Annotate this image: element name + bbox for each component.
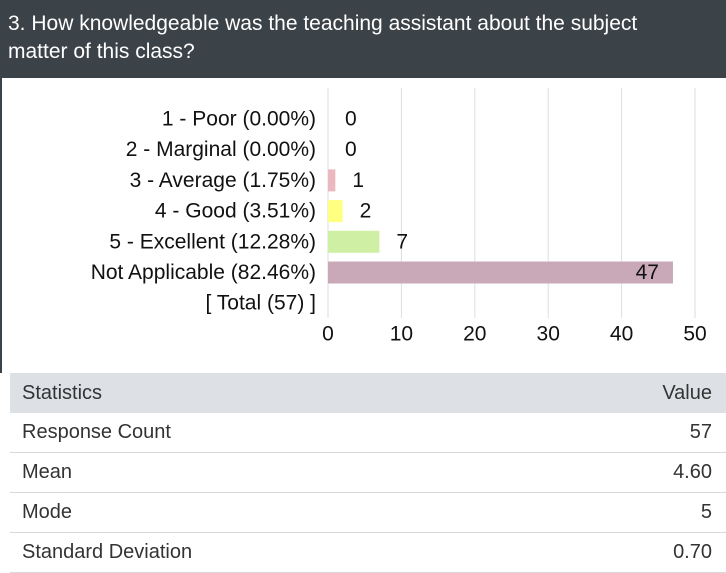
table-cell: 4.60 bbox=[673, 461, 712, 483]
column-header: Value bbox=[662, 382, 712, 404]
border bbox=[0, 78, 2, 373]
x-tick-label: 10 bbox=[390, 323, 413, 346]
value-label: 0 bbox=[345, 138, 357, 161]
value-label: 0 bbox=[345, 108, 357, 131]
question-header: 3. How knowledgeable was the teaching as… bbox=[0, 0, 726, 78]
x-tick-label: 50 bbox=[683, 323, 706, 346]
table-row: Response Count 57 bbox=[10, 413, 726, 453]
table-cell: Response Count bbox=[22, 421, 171, 443]
x-tick-label: 0 bbox=[322, 323, 334, 346]
table-cell: Standard Deviation bbox=[22, 541, 193, 563]
table-row: Mean 4.60 bbox=[10, 453, 726, 493]
category-label: 4 - Good (3.51%) bbox=[155, 200, 316, 223]
column-header: Statistics bbox=[22, 382, 103, 404]
value-label: 2 bbox=[360, 200, 372, 223]
x-tick-label: 40 bbox=[610, 323, 633, 346]
table-cell: 0.70 bbox=[673, 541, 712, 563]
table-row: Mode 5 bbox=[10, 493, 726, 533]
category-label: 1 - Poor (0.00%) bbox=[162, 108, 316, 131]
category-label: 5 - Excellent (12.28%) bbox=[109, 230, 316, 253]
table-cell: Mean bbox=[22, 461, 73, 483]
stats-table: Statistics Value Response Count 57 Mean 4.6… bbox=[10, 373, 726, 573]
category-label: Not Applicable (82.46%) bbox=[91, 261, 316, 284]
bar bbox=[328, 261, 673, 284]
category-label: 3 - Average (1.75%) bbox=[130, 169, 316, 192]
value-label: 1 bbox=[352, 169, 364, 192]
x-tick-label: 20 bbox=[463, 323, 486, 346]
table-header: Statistics Value bbox=[10, 373, 726, 413]
bar bbox=[328, 169, 336, 192]
bar bbox=[328, 230, 380, 253]
value-label: 47 bbox=[636, 261, 659, 284]
category-label: 2 - Marginal (0.00%) bbox=[126, 138, 316, 161]
table-cell: Mode bbox=[22, 501, 73, 523]
bar bbox=[328, 200, 343, 223]
x-tick-label: 30 bbox=[537, 323, 560, 346]
total-label: [ Total (57) ] bbox=[206, 292, 317, 315]
table-cell: 5 bbox=[700, 501, 712, 523]
table-cell: 57 bbox=[689, 421, 712, 443]
table-row: Standard Deviation 0.70 bbox=[10, 533, 726, 573]
value-label: 7 bbox=[396, 230, 408, 253]
chart: 0 10 20 30 40 501 - Poor (0.00%) 02 - Marginal… bbox=[91, 88, 707, 346]
